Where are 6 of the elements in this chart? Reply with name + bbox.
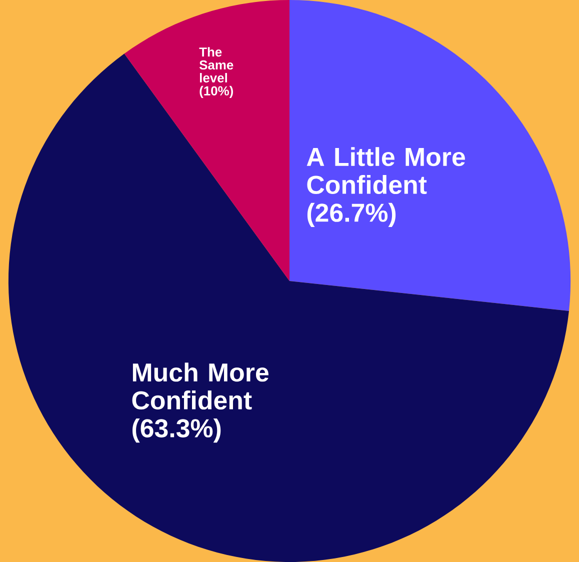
slice-label: The Same level [199, 47, 234, 82]
data-label: (26.7%) [307, 202, 396, 228]
data-label: (10%) [200, 86, 233, 98]
slice-label: A Little More Confident [306, 147, 465, 194]
slice-label: Much More Confident [132, 362, 268, 410]
data-label: (63.3%) [132, 418, 221, 443]
